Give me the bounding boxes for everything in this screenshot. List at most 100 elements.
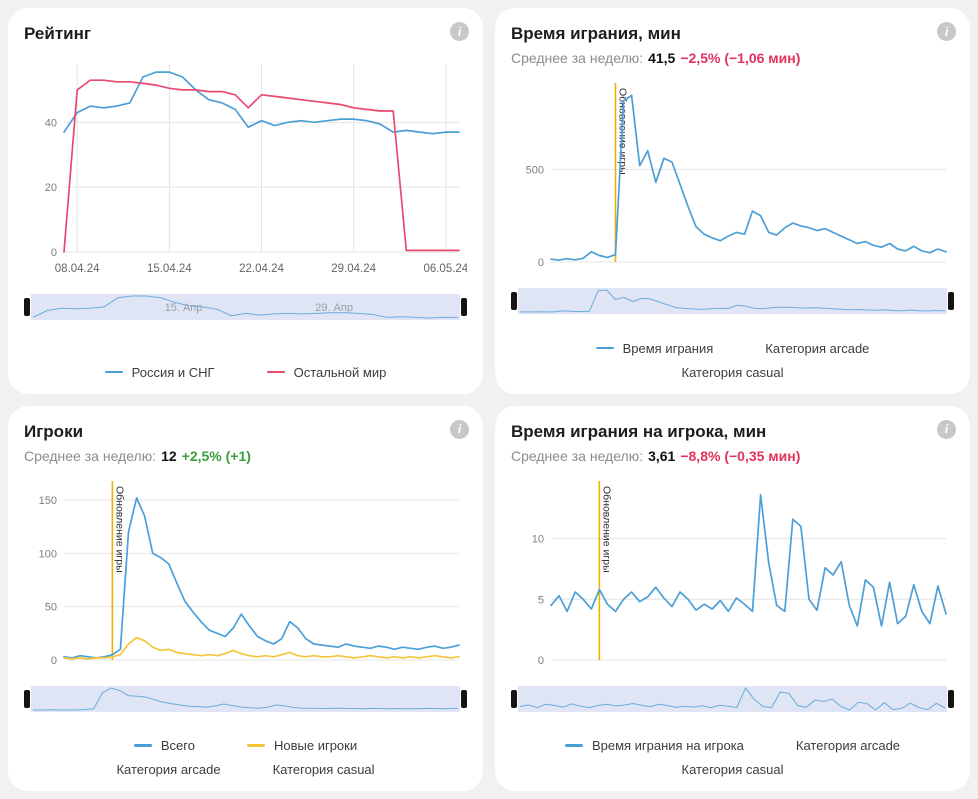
weekly-average-playtime: Среднее за неделю: 41,5 −2,5% (−1,06 мин… (511, 50, 954, 66)
card-title-rating: Рейтинг (24, 24, 91, 43)
legend-item-category-arcade[interactable]: Категория arcade (765, 341, 869, 356)
brush-selection[interactable] (518, 685, 947, 712)
brush-mini-line (519, 686, 946, 711)
brush-handle-right[interactable] (948, 689, 954, 708)
legend-label: Россия и СНГ (131, 364, 215, 380)
playtime-range-selector[interactable] (511, 284, 954, 318)
legend-item-category-casual[interactable]: Категория casual (273, 762, 375, 777)
brush-handle-left[interactable] (24, 298, 30, 316)
playtime-per-player-chart: 0 5 10 Обновление игры (532, 480, 947, 667)
legend-item-playtime-per-player[interactable]: Время играния на игрока (564, 738, 744, 753)
brush-date-label: 29. Апр (315, 302, 353, 314)
y-axis-label: 100 (39, 548, 57, 560)
series-line-playtime-per-player (550, 493, 947, 627)
legend-item-category-arcade[interactable]: Категория arcade (796, 738, 900, 753)
brush-handle-left[interactable] (511, 292, 517, 310)
legend-item-russia-cis[interactable]: Россия и СНГ (104, 364, 215, 380)
weekly-average-label: Среднее за неделю: (511, 50, 644, 66)
brush-handle-right[interactable] (461, 298, 467, 316)
y-axis-label: 0 (51, 655, 57, 667)
info-icon[interactable]: i (937, 419, 956, 439)
brush-mini-line (519, 289, 946, 313)
weekly-average-value: 12 (161, 447, 177, 464)
game-update-label: Обновление игры (113, 486, 125, 573)
series-line-russia-cis (63, 71, 460, 135)
rating-chart: 0 20 40 08.04.24 15.04.24 22.04.24 29.04.24 06.… (45, 64, 467, 275)
legend-item-category-casual[interactable]: Категория casual (682, 365, 784, 380)
weekly-average-change: −2,5% (−1,06 мин) (680, 50, 801, 66)
x-axis-label: 08.04.24 (55, 263, 100, 275)
playtime-per-player-legend: Время играния на игрока Категория arcade К… (511, 730, 954, 779)
weekly-average-value: 41,5 (648, 50, 676, 66)
brush-handle-left[interactable] (511, 689, 517, 708)
legend-row: Время играния на игрока Категория arcade (511, 738, 954, 753)
legend-label: Время играния на игрока (591, 738, 744, 753)
brush-selection[interactable] (31, 294, 460, 320)
legend-label: Время играния (622, 340, 714, 356)
x-axis-label: 22.04.24 (239, 263, 284, 275)
playtime-card: i Время играния, мин Среднее за неделю: … (495, 8, 970, 394)
legend-marker (133, 744, 152, 747)
y-axis-label: 20 (45, 182, 57, 194)
info-icon[interactable]: i (450, 419, 469, 439)
legend-label: Категория arcade (795, 738, 901, 753)
brush-selection[interactable] (518, 288, 947, 314)
weekly-average-value: 3,61 (648, 447, 676, 464)
info-icon[interactable]: i (937, 22, 956, 41)
legend-marker (564, 744, 583, 747)
legend-marker (595, 346, 614, 350)
brush-mini-line (32, 295, 458, 319)
brush-handle-left[interactable] (24, 689, 30, 708)
weekly-average-playtime-per-player: Среднее за неделю: 3,61 −8,8% (−0,35 мин… (511, 448, 954, 464)
weekly-average-label: Среднее за неделю: (24, 447, 157, 464)
legend-row: Категория casual (511, 365, 954, 380)
game-update-label: Обновление игры (600, 486, 612, 573)
card-title-playtime-per-player: Время играния на игрока, мин (511, 421, 767, 441)
legend-item-category-arcade[interactable]: Категория arcade (116, 762, 220, 777)
legend-label: Категория casual (272, 762, 375, 777)
legend-label: Остальной мир (293, 364, 387, 380)
players-chart: 0 50 100 150 Обновление игры (39, 480, 460, 667)
legend-item-playtime[interactable]: Время играния (595, 340, 714, 356)
weekly-average-change: −8,8% (−0,35 мин) (680, 447, 801, 464)
legend-row: Категория arcade Категория casual (24, 762, 467, 777)
legend-item-new-players[interactable]: Новые игроки (246, 738, 358, 753)
rating-range-selector[interactable]: 15. Апр 29. Апр (24, 290, 467, 324)
y-axis-label: 10 (532, 533, 544, 545)
rating-legend: Россия и СНГ Остальной мир (24, 357, 467, 382)
x-axis-label: 15.04.24 (147, 263, 192, 275)
legend-label: Категория casual (681, 762, 784, 777)
x-axis-label: 29.04.24 (331, 263, 376, 275)
y-axis-label: 0 (538, 257, 544, 269)
players-legend: Всего Новые игроки Категория arcade Категор… (24, 730, 467, 779)
legend-marker (104, 370, 123, 374)
brush-handle-right[interactable] (948, 292, 954, 310)
legend-item-category-casual[interactable]: Категория casual (682, 762, 784, 777)
legend-item-total[interactable]: Всего (133, 738, 195, 753)
y-axis-label: 0 (51, 247, 57, 259)
playtime-per-player-range-selector[interactable] (511, 682, 954, 716)
players-card: i Игроки Среднее за неделю: 12 +2,5% (+1… (8, 405, 483, 791)
legend-label: Категория casual (681, 364, 784, 380)
legend-label: Новые игроки (273, 738, 358, 753)
legend-label: Всего (160, 738, 195, 753)
x-axis-label: 06.05.24 (423, 263, 467, 275)
card-title-playtime: Время играния, мин (511, 24, 681, 43)
y-axis-label: 50 (45, 601, 57, 613)
rating-card: i Рейтинг 0 20 40 08.04.24 15.04.24 22.04.24 2… (8, 8, 483, 394)
y-axis-label: 40 (45, 117, 57, 129)
info-icon[interactable]: i (450, 22, 469, 41)
series-line-playtime (550, 94, 947, 261)
series-line-rest-of-world (63, 79, 460, 253)
series-line-total (63, 496, 460, 659)
card-title-players: Игроки (24, 421, 84, 441)
legend-marker (246, 744, 265, 747)
legend-row: Всего Новые игроки (24, 738, 467, 753)
series-line-new-players (63, 636, 460, 660)
legend-item-rest-of-world[interactable]: Остальной мир (266, 364, 387, 380)
players-range-selector[interactable] (24, 682, 467, 716)
y-axis-label: 500 (526, 164, 544, 176)
brush-handle-right[interactable] (461, 689, 467, 708)
